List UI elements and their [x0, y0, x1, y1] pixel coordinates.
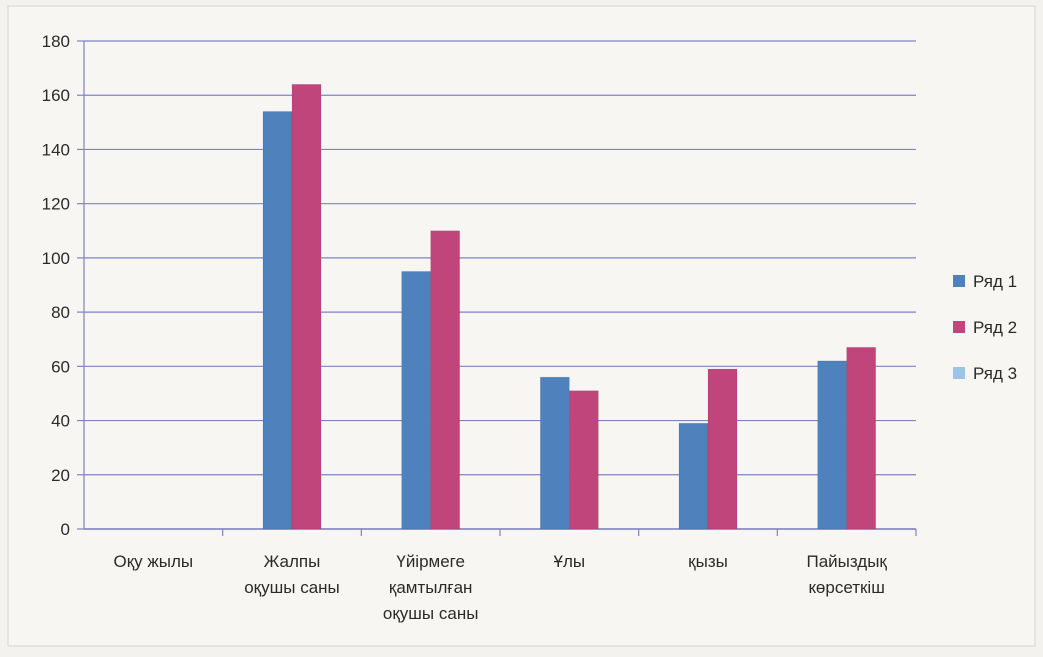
bar-ряд-1	[401, 271, 431, 530]
y-tick-label: 60	[51, 357, 70, 376]
bar-ряд-2	[846, 347, 876, 530]
y-tick-label: 100	[42, 249, 70, 268]
x-tick-label: Жалпы	[264, 552, 321, 571]
gridlines	[84, 40, 916, 530]
x-tick-label: қамтылған	[389, 578, 473, 597]
legend-swatch	[953, 275, 965, 287]
y-tick-label: 0	[61, 520, 70, 539]
bar-ряд-2	[291, 84, 322, 530]
x-tick-label: Оқу жылы	[114, 552, 194, 571]
x-axis: Оқу жылы Жалпы оқушы саны Үйірмеге қамтылған…	[114, 552, 888, 623]
legend: Ряд 1 Ряд 2 Ряд 3	[953, 272, 1017, 383]
bar-ряд-2	[569, 390, 599, 530]
y-tick-label: 160	[42, 86, 70, 105]
x-tick-label: оқушы саны	[383, 604, 479, 623]
legend-swatch	[953, 321, 965, 333]
y-tick-label: 140	[42, 140, 70, 159]
x-tick-label: көрсеткіш	[808, 578, 884, 597]
x-tick-label: Пайыздық	[806, 552, 887, 571]
legend-label: Ряд 2	[973, 318, 1017, 337]
y-tick-label: 80	[51, 303, 70, 322]
bar-ряд-1	[817, 360, 847, 530]
x-tick-label: Үйірмеге	[396, 552, 465, 571]
bar-ряд-1	[262, 111, 293, 530]
y-tick-label: 20	[51, 466, 70, 485]
bar-ряд-1	[678, 422, 709, 530]
y-tick-label: 180	[42, 32, 70, 51]
x-tick-label: қызы	[688, 552, 728, 571]
y-tick-label: 120	[42, 195, 70, 214]
y-tick-label: 40	[51, 412, 70, 431]
y-axis: 0 20 40 60 80 100 120 140 160 180	[42, 32, 917, 539]
legend-label: Ряд 1	[973, 272, 1017, 291]
legend-swatch	[953, 367, 965, 379]
bar-ряд-2	[430, 230, 460, 530]
bars	[262, 84, 876, 530]
chart-background	[7, 5, 1036, 647]
bar-ряд-1	[540, 376, 570, 530]
x-tick-label: оқушы саны	[244, 578, 340, 597]
legend-label: Ряд 3	[973, 364, 1017, 383]
bar-ряд-2	[707, 368, 738, 530]
x-tick-label: Ұлы	[554, 552, 586, 571]
